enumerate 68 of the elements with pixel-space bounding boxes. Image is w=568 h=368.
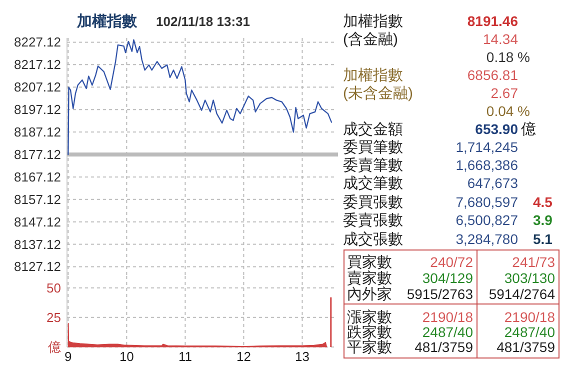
text: 2487/40 <box>504 324 556 340</box>
y-tick-label: 8217.12 <box>14 57 61 72</box>
text: 2190/18 <box>422 309 474 325</box>
x-tick-label: 13 <box>294 349 310 364</box>
text: 5.1 <box>533 231 553 247</box>
text: 內外家 <box>347 286 392 303</box>
y-tick-label: 25 <box>46 310 61 325</box>
y-tick-label: 50 <box>46 280 61 296</box>
x-tick-label: 11 <box>178 349 192 364</box>
text: (含金融) <box>343 31 398 48</box>
text: 成交筆數 <box>343 175 403 192</box>
text: 委賣張數 <box>343 212 403 229</box>
text: 5915/2763 <box>406 286 474 302</box>
y-tick-label: 8207.12 <box>14 80 61 95</box>
text: 481/3759 <box>414 339 474 355</box>
y-tick-label: 8167.12 <box>14 169 61 184</box>
y-tick-label: 8137.12 <box>14 236 61 252</box>
text: 平家數 <box>347 339 392 356</box>
text: 7,680,597 <box>456 194 518 210</box>
text: 481/3759 <box>496 339 556 355</box>
text: 加權指數 <box>343 13 403 30</box>
text: 2190/18 <box>504 309 556 325</box>
text: 14.34 <box>482 31 518 47</box>
text: (未含金融) <box>343 85 413 102</box>
text: 4.5 <box>533 194 553 210</box>
line-series <box>68 39 332 156</box>
text: 8191.46 <box>467 13 518 29</box>
text: 買家數 <box>347 254 392 271</box>
text: 647,673 <box>467 175 518 191</box>
text: 委買筆數 <box>343 139 403 156</box>
y-tick-label: 8187.12 <box>14 124 61 140</box>
text: 1,714,245 <box>456 139 518 155</box>
text: 653.90 <box>475 121 518 137</box>
y-tick-label: 8157.12 <box>14 192 61 207</box>
y-tick-label: 8177.12 <box>14 146 61 162</box>
chart-subtitle: 102/11/18 13:31 <box>156 14 250 29</box>
text: 漲家數 <box>347 309 392 326</box>
y-tick-label: 8197.12 <box>14 102 61 118</box>
text: 賣家數 <box>347 270 392 287</box>
text: 3,284,780 <box>456 231 518 247</box>
text: 跌家數 <box>347 324 392 341</box>
y-tick-label: 8227.12 <box>14 34 61 50</box>
text: 0.18 % <box>486 49 530 65</box>
text: 5914/2764 <box>488 286 556 302</box>
text: 2.67 <box>490 85 518 101</box>
text: 成交金額 <box>343 121 403 138</box>
text: 241/73 <box>512 254 556 270</box>
text: 1,668,386 <box>456 157 518 173</box>
text: 6856.81 <box>467 67 518 83</box>
text: 加權指數 <box>343 67 403 84</box>
text: 240/72 <box>430 254 474 270</box>
text: 6,500,827 <box>456 212 518 228</box>
x-tick-label: 9 <box>64 349 72 364</box>
text: 委賣筆數 <box>343 157 403 174</box>
x-tick-label: 10 <box>119 349 134 364</box>
text: 304/129 <box>422 270 474 286</box>
text: 3.9 <box>533 212 553 228</box>
text: 0.04 % <box>486 103 530 119</box>
y-tick-label: 億 <box>48 340 61 354</box>
y-tick-label: 8127.12 <box>14 259 61 274</box>
text: 委買張數 <box>343 194 403 211</box>
text: 億 <box>521 121 536 138</box>
text: 成交張數 <box>343 231 403 248</box>
y-tick-label: 8147.12 <box>14 214 61 230</box>
text: 303/130 <box>504 270 556 286</box>
text: 2487/40 <box>422 324 474 340</box>
x-tick-label: 12 <box>236 349 251 364</box>
chart-title: 加權指數 <box>76 13 138 30</box>
